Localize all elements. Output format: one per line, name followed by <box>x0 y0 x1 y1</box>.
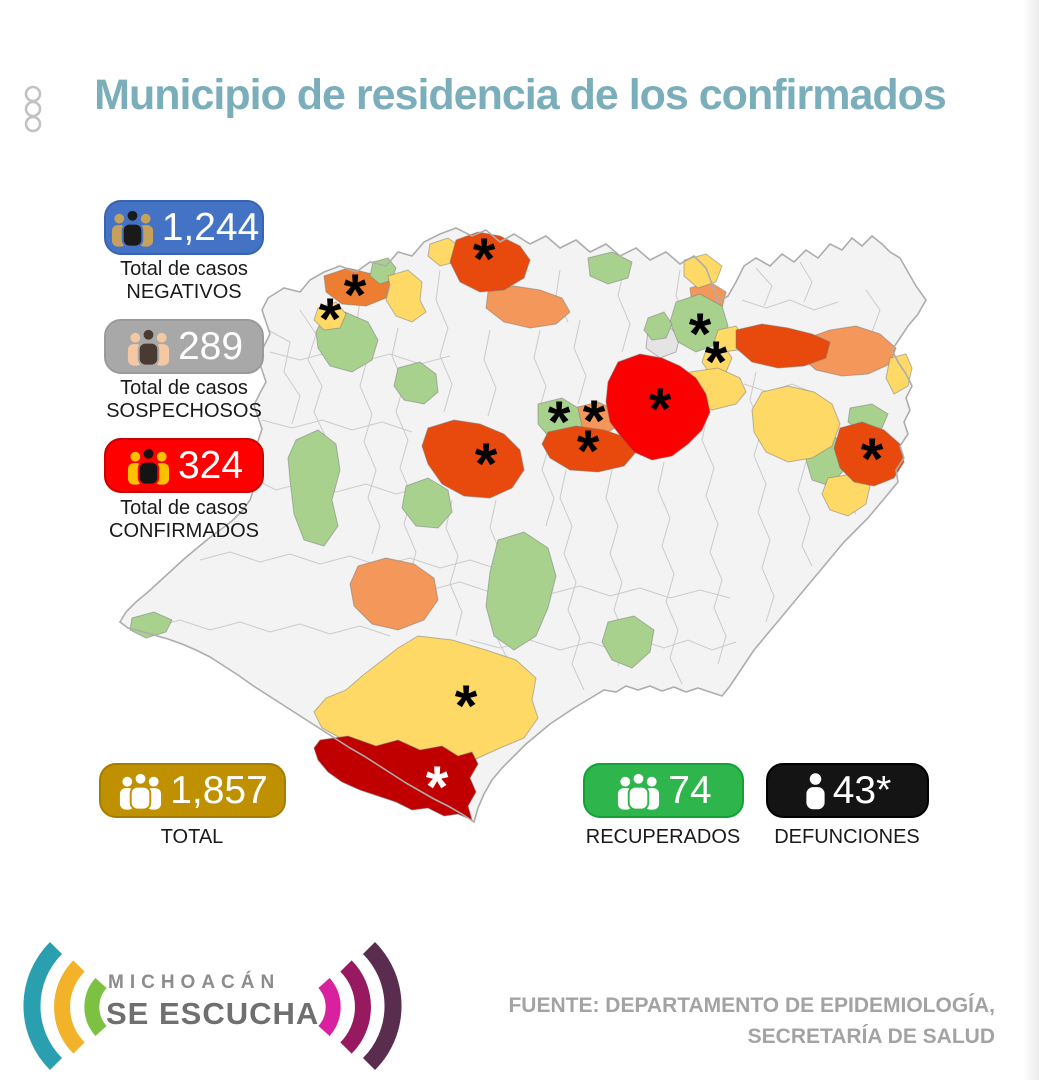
page-title: Municipio de residencia de los confirmad… <box>94 70 947 119</box>
total-label: TOTAL <box>160 826 224 848</box>
total-value: 1,857 <box>170 769 268 812</box>
confirmados-value: 324 <box>177 444 244 487</box>
people-group-icon <box>117 771 164 810</box>
svg-text:*: * <box>583 389 606 454</box>
svg-text:*: * <box>475 432 498 497</box>
logo-text-se-escucha: SE ESCUCHA <box>106 996 320 1031</box>
confirmados-badge: 324 <box>104 438 264 493</box>
svg-text:*: * <box>473 227 496 292</box>
total-badge: 1,857 <box>99 763 286 818</box>
defunciones-badge: 43* <box>766 763 929 818</box>
svg-text:*: * <box>319 287 342 352</box>
people-group-icon <box>125 446 172 485</box>
sospechosos-value: 289 <box>177 325 244 368</box>
sospechosos-label-line2: SOSPECHOSOS <box>106 400 262 422</box>
slide-dots-decoration <box>24 85 42 133</box>
svg-text:*: * <box>577 419 600 484</box>
sospechosos-badge: 289 <box>104 319 264 374</box>
recuperados-label: RECUPERADOS <box>585 826 741 848</box>
svg-text:*: * <box>861 427 884 492</box>
negativos-value: 1,244 <box>161 206 260 249</box>
people-group-icon <box>125 327 172 366</box>
page-edge-shadow <box>1023 0 1039 1080</box>
svg-text:*: * <box>426 755 449 820</box>
source-attribution: FUENTE: DEPARTAMENTO DE EPIDEMIOLOGÍA, S… <box>500 990 995 1052</box>
recuperados-badge: 74 <box>583 763 744 818</box>
logo-text-michoacan: MICHOACÁN <box>108 972 281 993</box>
sospechosos-label: Total de casos SOSPECHOSOS <box>74 377 294 423</box>
recuperados-value: 74 <box>668 769 712 812</box>
negativos-label-line2: NEGATIVOS <box>126 281 242 303</box>
negativos-label: Total de casos NEGATIVOS <box>74 258 294 304</box>
michoacan-se-escucha-logo-soundwave-icon <box>23 941 402 1071</box>
svg-text:*: * <box>689 302 712 367</box>
svg-text:*: * <box>649 377 672 442</box>
svg-text:*: * <box>548 390 571 455</box>
negativos-label-line1: Total de casos <box>120 258 248 280</box>
confirmados-label-line1: Total de casos <box>120 497 248 519</box>
people-group-icon <box>109 208 156 247</box>
confirmados-label: Total de casos CONFIRMADOS <box>74 497 294 543</box>
defunciones-value: 43* <box>832 769 892 812</box>
person-icon <box>804 772 827 810</box>
negativos-badge: 1,244 <box>104 200 264 255</box>
svg-text:*: * <box>455 674 478 739</box>
svg-text:*: * <box>705 330 728 395</box>
confirmados-label-line2: CONFIRMADOS <box>109 520 259 542</box>
svg-text:*: * <box>344 263 367 328</box>
defunciones-label: DEFUNCIONES <box>774 826 920 848</box>
source-line2: SECRETARÍA DE SALUD <box>747 1025 995 1048</box>
sospechosos-label-line1: Total de casos <box>120 377 248 399</box>
people-group-icon <box>615 771 662 810</box>
source-line1: FUENTE: DEPARTAMENTO DE EPIDEMIOLOGÍA, <box>508 994 995 1017</box>
